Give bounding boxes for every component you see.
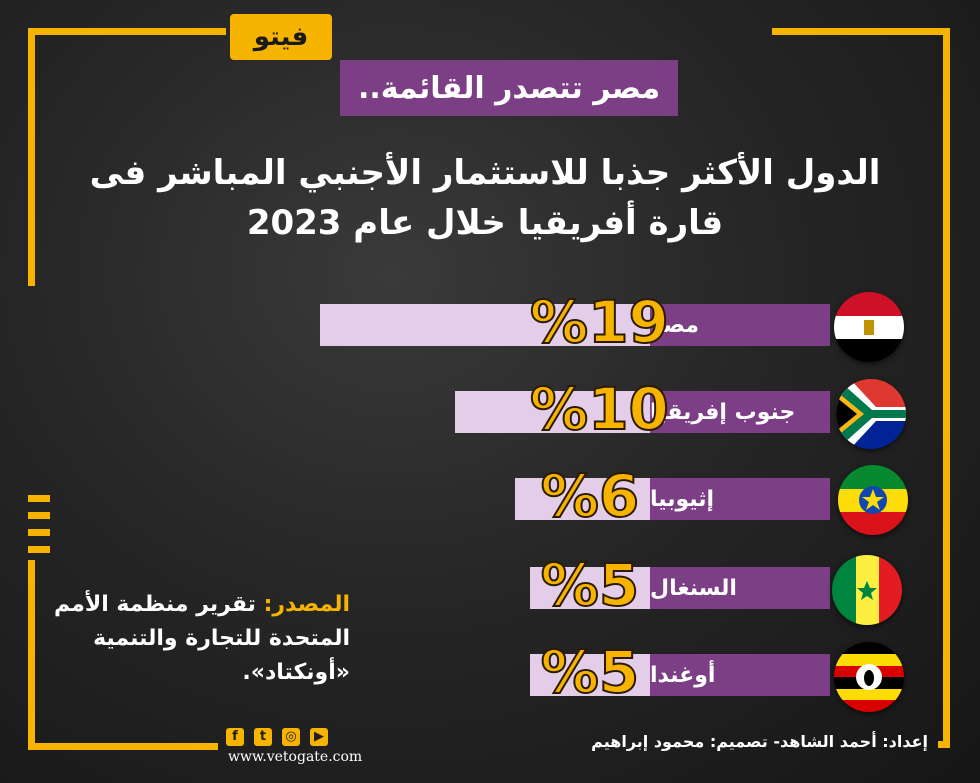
frame-bottom-left [28,743,218,750]
bar-value-label: %5 [540,551,640,619]
south-africa-flag-icon [836,379,906,449]
title-line-2: قارة أفريقيا خلال عام 2023 [246,203,724,243]
chart-title: الدول الأكثر جذبا للاستثمار الأجنبي المب… [60,148,910,248]
ethiopia-flag-icon [838,465,908,535]
bar-value-label: %19 [529,288,670,356]
frame-left-lower [28,560,35,750]
logo: فيتو [230,14,332,60]
egypt-flag-icon [834,292,904,362]
dash [28,495,50,502]
social-links: f t ◎ ▶ [226,728,328,746]
bar-category-label: مصر [650,304,830,346]
subtitle: مصر تتصدر القائمة.. [340,60,678,116]
logo-text: فيتو [253,22,309,52]
uganda-flag-icon [834,642,904,712]
frame-top-right [772,28,950,35]
website-url[interactable]: www.vetogate.com [228,749,363,765]
bar-category-label: أوغندا [650,654,830,696]
dash [28,529,50,536]
bar-value-label: %6 [540,462,640,530]
bar-category-label: السنغال [650,567,830,609]
frame-top-left [28,28,226,35]
credits: إعداد: أحمد الشاهد- تصميم: محمود إبراهيم [591,732,928,751]
bar-value-label: %5 [540,638,640,706]
senegal-flag-icon [832,555,902,625]
frame-left-upper [28,28,35,286]
dash [28,512,50,519]
dash [28,546,50,553]
subtitle-text: مصر تتصدر القائمة.. [357,70,661,106]
bar-value-label: %10 [529,375,670,443]
frame-right [943,28,950,748]
title-line-1: الدول الأكثر جذبا للاستثمار الأجنبي المب… [89,153,881,193]
source-label: المصدر: [263,592,350,617]
twitter-icon[interactable]: t [254,728,272,746]
instagram-icon[interactable]: ◎ [282,728,300,746]
frame-bottom-right [938,741,950,748]
facebook-icon[interactable]: f [226,728,244,746]
youtube-icon[interactable]: ▶ [310,728,328,746]
source-text: تقرير منظمة الأمم المتحدة للتجارة والتنم… [53,592,350,685]
bar-category-label: إثيوبيا [650,478,830,520]
bar-category-label: جنوب إفريقيا [650,391,830,433]
